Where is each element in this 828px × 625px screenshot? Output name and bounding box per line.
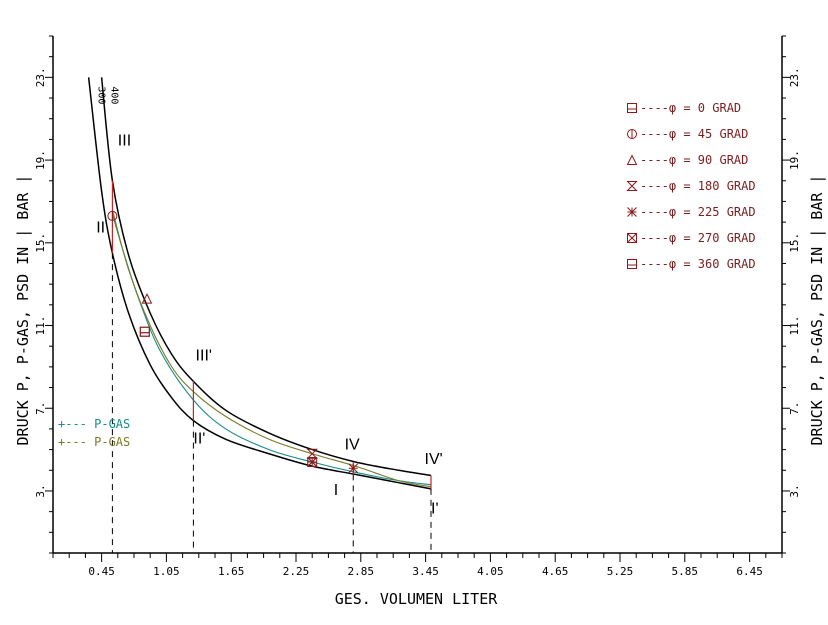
x-tick-label: 0.45 <box>88 565 115 578</box>
x-tick-label: 4.05 <box>477 565 504 578</box>
marker-asterisk <box>627 207 637 217</box>
marker-triangle <box>626 154 638 165</box>
data-marker-phi-270 <box>307 457 318 468</box>
x-tick-label: 5.25 <box>607 565 634 578</box>
series-line-p-gas <box>111 209 432 488</box>
legend-entry-label: ----φ = 225 GRAD <box>640 205 756 219</box>
x-tick-label: 6.45 <box>736 565 763 578</box>
axes-group <box>52 36 783 554</box>
y-tick-label-right: 7. <box>788 402 801 415</box>
data-marker-phi-180 <box>306 448 318 459</box>
y-tick-label-left: 11. <box>34 316 47 336</box>
marker-box <box>627 233 637 243</box>
marker-square <box>627 259 637 269</box>
markers-group <box>107 210 359 474</box>
x-tick-label: 2.85 <box>348 565 375 578</box>
x-tick-label: 1.05 <box>153 565 180 578</box>
legend-marker-0 <box>627 103 637 113</box>
y-tick-label-right: 15. <box>788 233 801 253</box>
y-tick-label-left: 7. <box>34 402 47 415</box>
y-axis-label-right: DRUCK P, P-GAS, PSD IN | BAR | <box>808 175 826 446</box>
y-tick-label-left: 23. <box>34 67 47 87</box>
vertical-lines-group <box>111 180 432 553</box>
y-tick-label-right: 11. <box>788 316 801 336</box>
legend-entry-label: ----φ = 45 GRAD <box>640 127 748 141</box>
legend-group: ----φ = 0 GRAD ----φ = 45 GRAD ----φ = 90 … <box>58 101 756 449</box>
marker-asterisk <box>348 463 359 474</box>
marker-square <box>139 326 150 337</box>
data-marker-phi-45 <box>107 210 118 221</box>
x-tick-label: 3.45 <box>412 565 439 578</box>
legend-marker-180 <box>626 181 638 191</box>
legend-pgas-label: +--- P-GAS <box>58 435 130 449</box>
curve-label-400: 400 <box>109 86 120 104</box>
y-axis-label-left: DRUCK P, P-GAS, PSD IN | BAR | <box>14 175 32 446</box>
legend-marker-270 <box>627 233 637 243</box>
point-label: IV' <box>425 451 443 468</box>
legend-entry-label: ----φ = 90 GRAD <box>640 153 748 167</box>
marker-triangle <box>141 293 153 304</box>
data-marker-phi-225 <box>348 463 359 474</box>
point-label: III' <box>196 348 212 365</box>
point-label: III <box>118 133 131 150</box>
legend-marker-45 <box>627 129 637 139</box>
y-tick-label-left: 3. <box>34 484 47 497</box>
x-tick-label: 2.25 <box>283 565 310 578</box>
x-tick-label: 5.85 <box>672 565 699 578</box>
y-tick-label-right: 19. <box>788 150 801 170</box>
legend-entry-label: ----φ = 270 GRAD <box>640 231 756 245</box>
marker-x <box>627 233 637 243</box>
legend-entry-label: ----φ = 180 GRAD <box>640 179 756 193</box>
legend-entry-label: ----φ = 360 GRAD <box>640 257 756 271</box>
legend-marker-225 <box>627 207 637 217</box>
x-axis-label: GES. VOLUMEN LITER <box>335 590 499 608</box>
point-label: II <box>96 219 105 236</box>
marker-square <box>627 103 637 113</box>
point-label: I' <box>431 501 439 518</box>
point-label: I <box>334 482 338 499</box>
data-marker-phi-90 <box>141 293 153 304</box>
marker-square <box>139 326 150 337</box>
curve-label-300: 300 <box>96 86 107 104</box>
x-tick-label: 4.65 <box>542 565 569 578</box>
y-tick-label-right: 23. <box>788 67 801 87</box>
series-line-400 <box>100 77 432 477</box>
point-label: IV <box>345 437 360 454</box>
marker-hourglass <box>306 448 318 459</box>
series-line-300 <box>87 77 432 490</box>
data-marker-phi-360 <box>139 326 150 337</box>
data-marker-phi-0 <box>139 326 150 337</box>
y-tick-label-left: 19. <box>34 150 47 170</box>
legend-entry-label: ----φ = 0 GRAD <box>640 101 741 115</box>
marker-box <box>307 457 318 468</box>
legend-pgas-label: +--- P-GAS <box>58 417 130 431</box>
x-tick-label: 1.65 <box>218 565 245 578</box>
marker-x <box>307 457 318 467</box>
series-line-p-gas <box>111 213 432 486</box>
y-tick-label-left: 15. <box>34 233 47 253</box>
legend-marker-360 <box>627 259 637 269</box>
legend-marker-90 <box>626 154 638 165</box>
curves-group: 300 400 <box>87 77 432 490</box>
marker-hourglass <box>626 181 638 191</box>
tick-group: 0.45 1.05 1.65 2.25 2.85 3.45 4.05 4.65 5.25 5.85… <box>34 35 801 578</box>
y-tick-label-right: 3. <box>788 484 801 497</box>
point-label: II' <box>193 430 205 447</box>
